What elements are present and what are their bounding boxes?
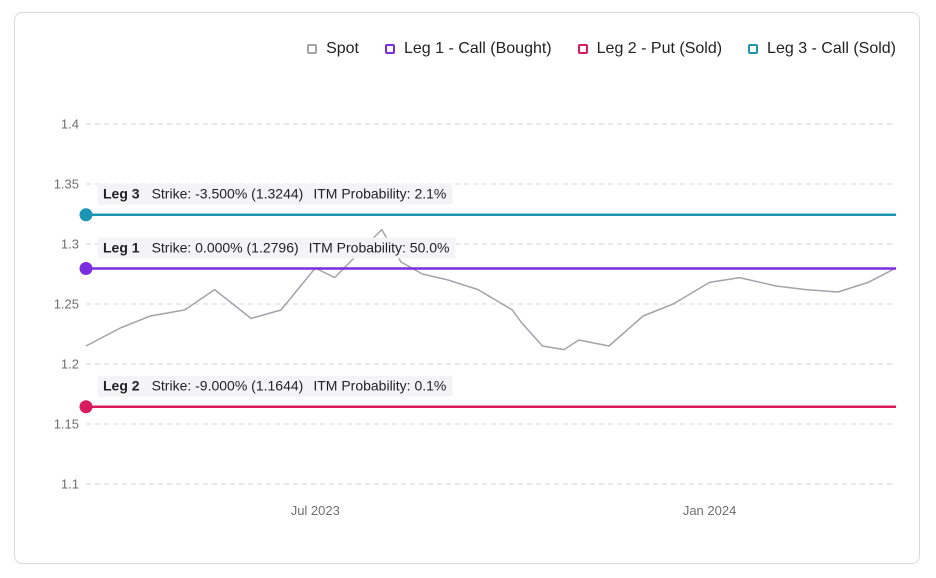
legend-item-leg3[interactable]: Leg 3 - Call (Sold) [748, 40, 896, 58]
y-tick-label-2: 1.2 [61, 357, 79, 372]
chart-legend: Spot Leg 1 - Call (Bought) Leg 2 - Put (… [307, 40, 896, 58]
legend-label-spot: Spot [326, 40, 359, 57]
x-tick-label-1: Jan 2024 [683, 503, 737, 518]
legend-item-spot[interactable]: Spot [307, 40, 359, 58]
legend-label-leg2: Leg 2 - Put (Sold) [596, 40, 723, 57]
y-tick-label-3: 1.25 [54, 297, 79, 312]
leg2-label-name: Leg 2 [103, 378, 140, 394]
leg2-label-strike: Strike: -9.000% (1.1644) [152, 378, 304, 394]
leg1-label-probability: ITM Probability: 50.0% [309, 239, 450, 255]
legend-swatch-leg2-icon [577, 44, 588, 54]
leg3-label-name: Leg 3 [103, 186, 140, 202]
y-tick-label-6: 1.4 [61, 117, 79, 132]
spot-series-line [85, 228, 897, 351]
leg3-label-probability: ITM Probability: 2.1% [313, 186, 446, 202]
leg1-label-strike: Strike: 0.000% (1.2796) [152, 239, 299, 255]
leg1-label-name: Leg 1 [103, 239, 140, 255]
leg2-marker [79, 400, 93, 414]
legend-swatch-leg1-icon [385, 44, 395, 54]
chart-card [14, 12, 920, 564]
leg3-label-strike: Strike: -3.500% (1.3244) [152, 186, 304, 202]
legend-swatch-leg3-icon [748, 44, 759, 54]
leg2-label-probability: ITM Probability: 0.1% [313, 378, 446, 394]
y-tick-label-0: 1.1 [61, 477, 79, 492]
leg3-marker [79, 208, 93, 222]
legend-item-leg2[interactable]: Leg 2 - Put (Sold) [577, 40, 723, 58]
leg3-label-box [98, 183, 453, 205]
y-tick-label-1: 1.15 [54, 417, 79, 432]
y-tick-label-4: 1.3 [61, 237, 79, 252]
x-tick-label-0: Jul 2023 [291, 503, 340, 518]
leg1-marker [79, 261, 93, 275]
leg1-label-box [98, 237, 456, 259]
legend-label-leg3: Leg 3 - Call (Sold) [767, 40, 896, 57]
legend-item-leg1[interactable]: Leg 1 - Call (Bought) [385, 40, 552, 58]
y-tick-label-5: 1.35 [54, 177, 79, 192]
legend-swatch-spot-icon [307, 44, 318, 54]
legend-label-leg1: Leg 1 - Call (Bought) [404, 40, 552, 57]
leg2-label-box [98, 375, 453, 397]
